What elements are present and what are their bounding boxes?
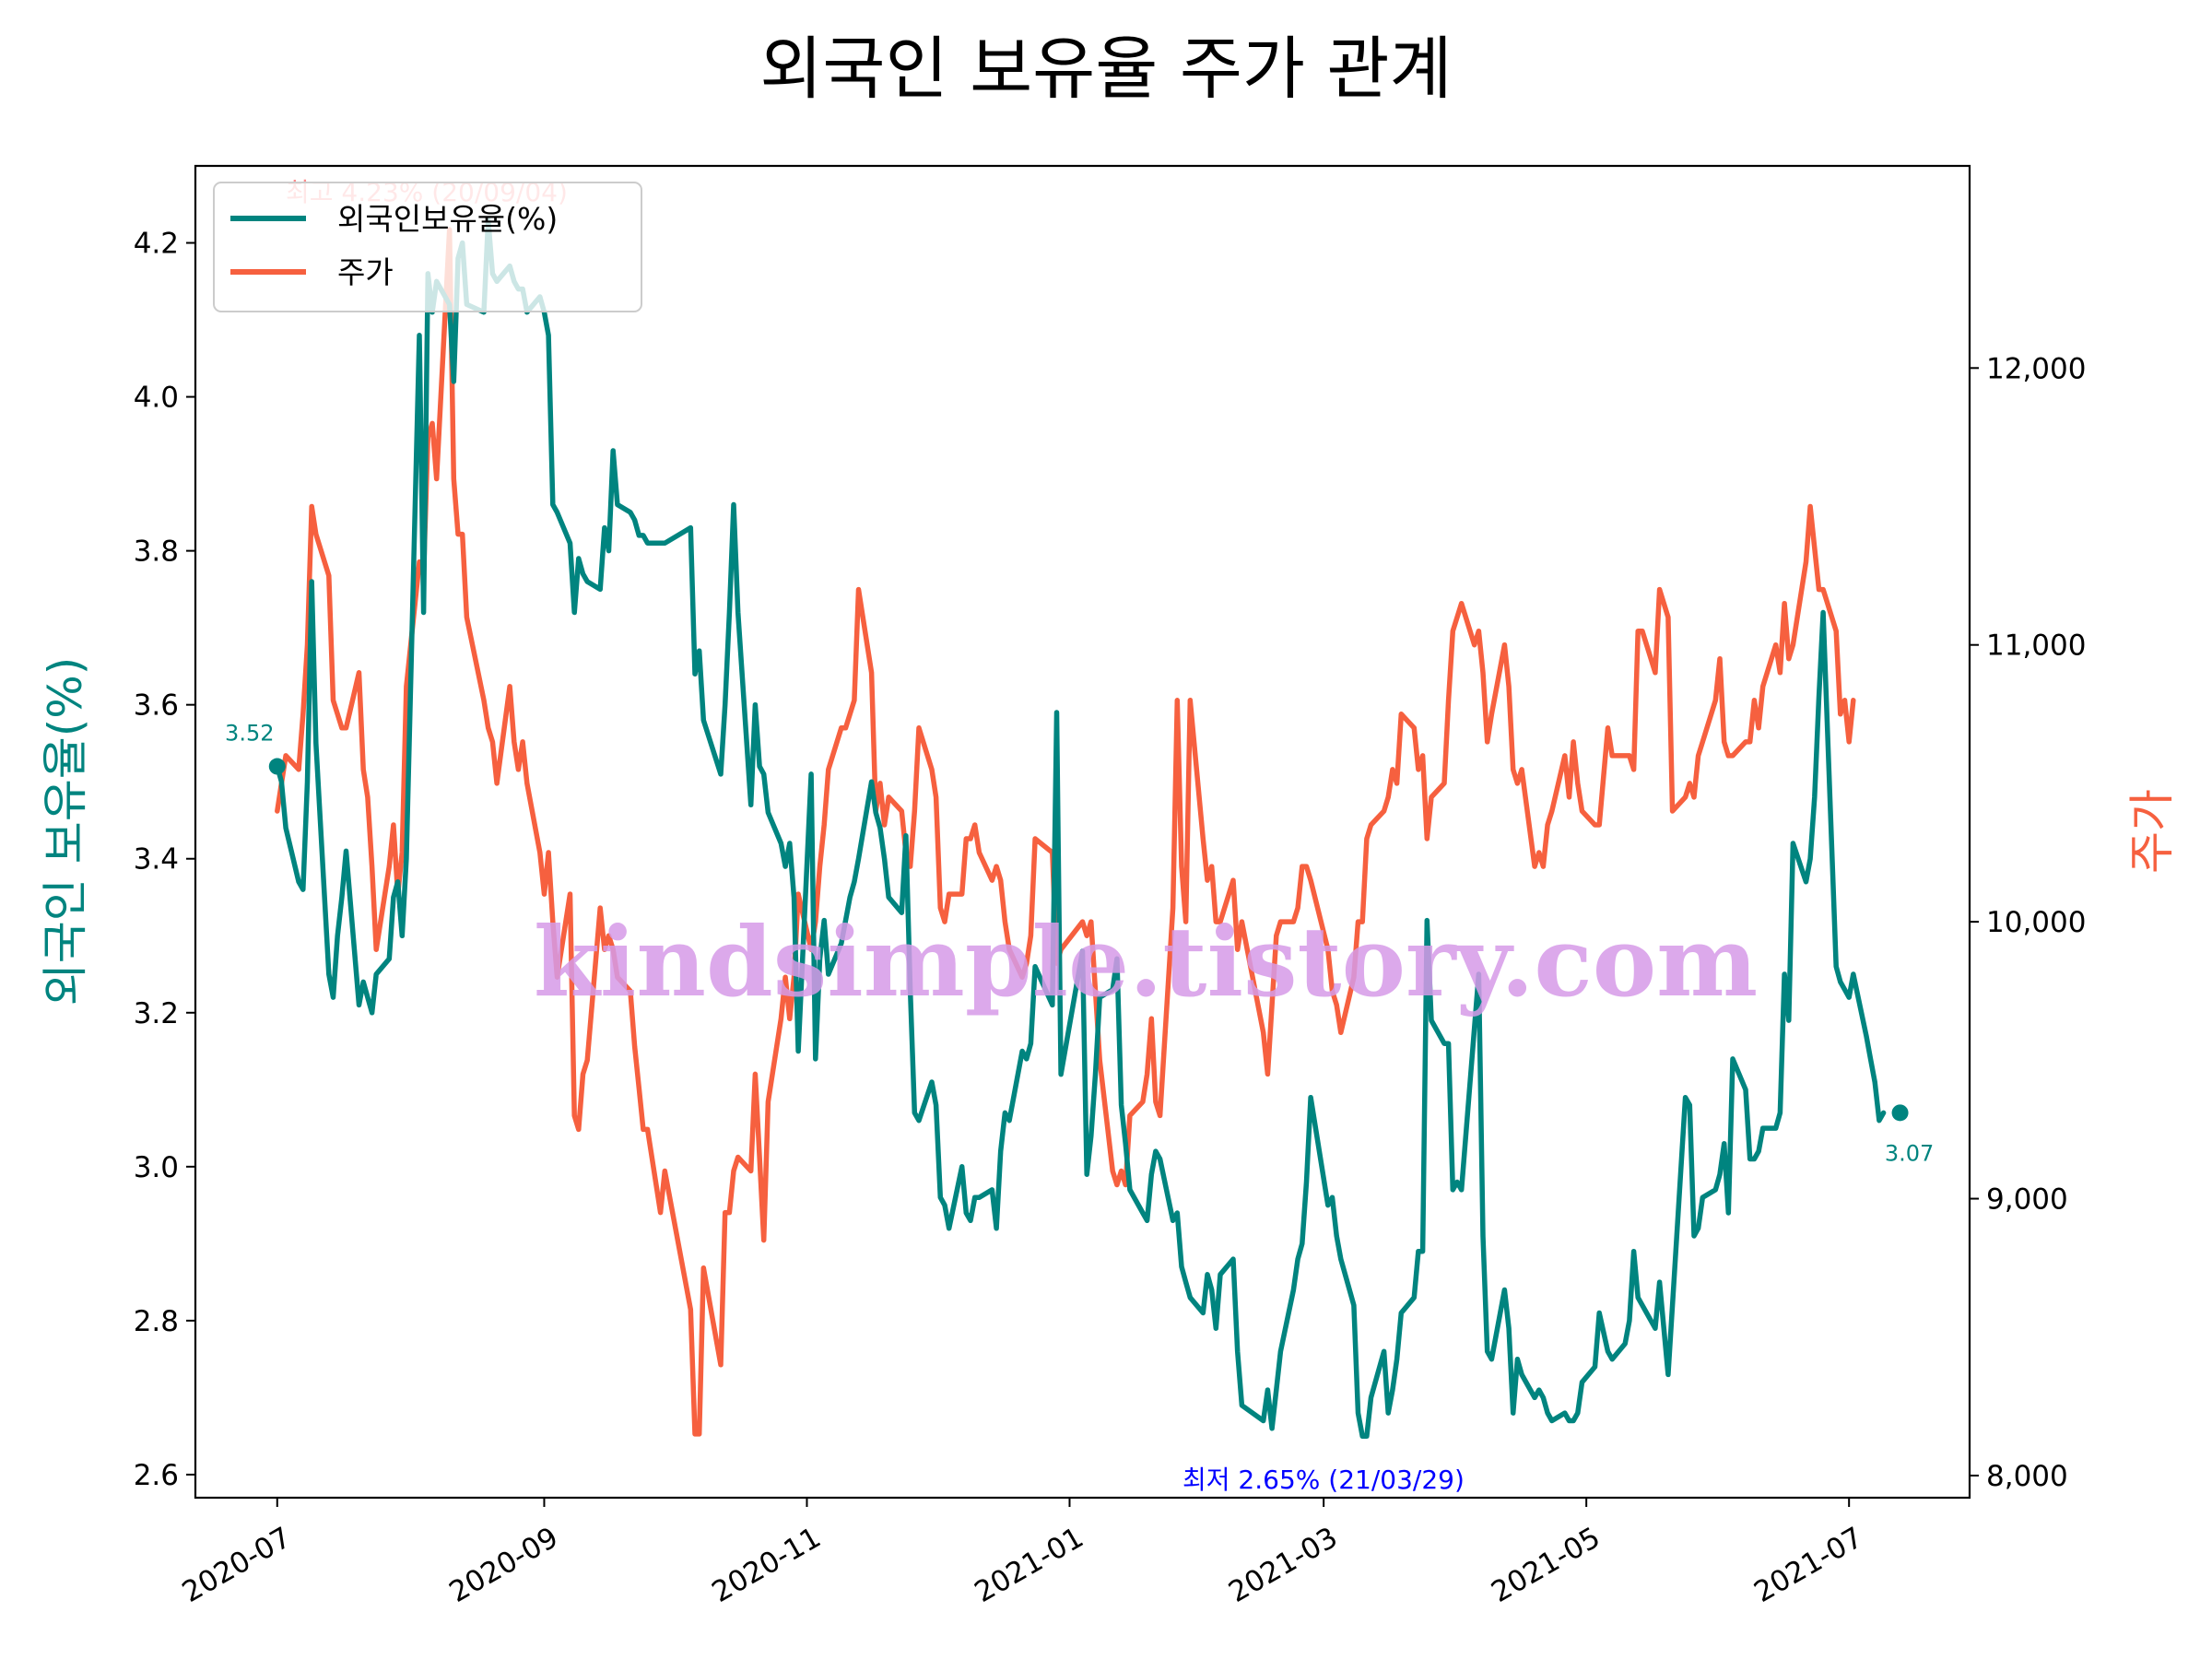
left-y-tick-label: 3.2 bbox=[134, 997, 179, 1030]
right-y-axis-label: 주가 bbox=[2125, 789, 2179, 874]
legend-label-ownership: 외국인보유율(%) bbox=[337, 201, 558, 237]
legend-box bbox=[213, 182, 642, 312]
plot-frame bbox=[194, 164, 1971, 1500]
right-y-tick-label: 10,000 bbox=[1986, 906, 2086, 939]
left-y-tick-label: 4.2 bbox=[134, 228, 179, 261]
end-value-label: 3.07 bbox=[1885, 1140, 1934, 1166]
right-y-tick-label: 8,000 bbox=[1986, 1460, 2068, 1493]
left-y-tick-label: 3.6 bbox=[134, 689, 179, 723]
start-value-label: 3.52 bbox=[225, 721, 274, 747]
right-y-tick-label: 12,000 bbox=[1986, 352, 2086, 385]
right-y-tick-label: 11,000 bbox=[1986, 629, 2086, 663]
left-y-tick-label: 3.4 bbox=[134, 843, 179, 877]
chart-title: 외국인 보유율 주가 관계 bbox=[759, 29, 1452, 109]
min-annotation: 최저 2.65% (21/03/29) bbox=[1182, 1465, 1465, 1495]
left-y-tick-label: 2.6 bbox=[134, 1459, 179, 1492]
legend: 외국인보유율(%) 주가 bbox=[213, 182, 642, 312]
left-y-tick-label: 2.8 bbox=[134, 1305, 179, 1338]
left-y-tick-label: 3.8 bbox=[134, 535, 179, 569]
price-series-line bbox=[275, 227, 1856, 1437]
end-marker bbox=[1891, 1104, 1909, 1122]
legend-label-price: 주가 bbox=[337, 254, 394, 290]
left-y-tick-label: 3.0 bbox=[134, 1151, 179, 1184]
right-y-axis: 8,000 9,000 10,000 11,000 12,000 bbox=[1970, 352, 2086, 1493]
start-marker bbox=[268, 758, 286, 775]
left-y-tick-label: 4.0 bbox=[134, 382, 179, 415]
watermark-text: kindsimple.tistory.com bbox=[534, 905, 1758, 1018]
left-y-axis: 2.6 2.8 3.0 3.2 3.4 3.6 3.8 4.0 4.2 bbox=[134, 228, 195, 1492]
right-y-tick-label: 9,000 bbox=[1986, 1183, 2068, 1217]
left-y-axis-label: 외국인 보유율(%) bbox=[39, 657, 92, 1006]
